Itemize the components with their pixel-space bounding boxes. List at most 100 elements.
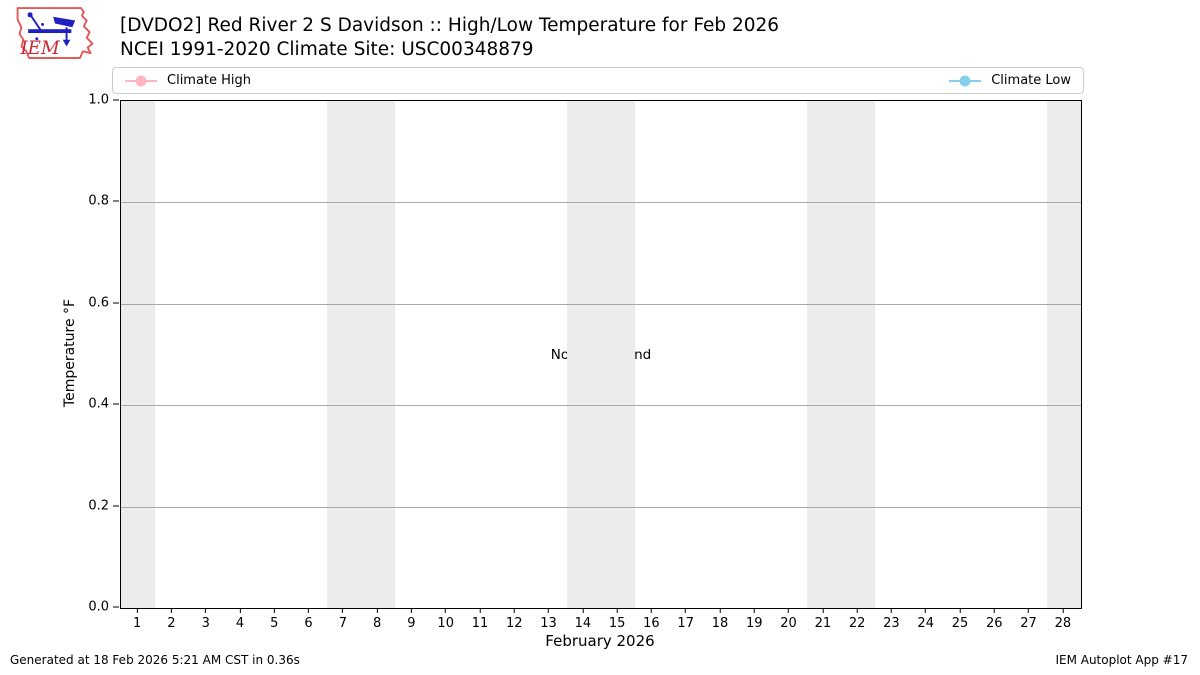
x-tick-label: 1	[133, 616, 142, 631]
x-tick: 16	[643, 608, 660, 631]
x-tick: 22	[848, 608, 866, 631]
weekend-shading-band	[121, 101, 156, 608]
y-tick-mark-icon	[113, 403, 119, 405]
y-axis: 0.0 0.2 0.4 0.6 0.8 1.0	[0, 93, 119, 615]
x-tick-mark-icon	[205, 608, 207, 613]
x-tick-mark-icon	[788, 608, 790, 613]
x-tick-mark-icon	[513, 608, 515, 613]
x-tick-label: 15	[608, 616, 626, 631]
x-tick-mark-icon	[890, 608, 892, 613]
x-tick-mark-icon	[753, 608, 755, 613]
plot-area: No Data Found	[120, 100, 1082, 609]
x-tick: 21	[814, 608, 832, 631]
x-tick: 8	[373, 608, 381, 631]
weekend-shading-band	[326, 101, 396, 608]
x-tick-mark-icon	[376, 608, 378, 613]
x-tick-mark-icon	[822, 608, 824, 613]
y-axis-title: Temperature °F	[62, 298, 78, 408]
x-tick: 13	[540, 608, 557, 631]
y-gridline	[121, 202, 1081, 204]
x-tick-label: 22	[848, 616, 866, 631]
x-tick-mark-icon	[1062, 608, 1064, 613]
x-tick: 24	[917, 608, 934, 631]
x-tick: 23	[883, 608, 900, 631]
y-tick-label: 0.4	[88, 396, 109, 412]
x-tick-label: 7	[338, 616, 347, 631]
iowa-state-outline-icon: IEM	[16, 7, 94, 59]
x-tick: 17	[677, 608, 694, 631]
x-tick: 2	[167, 608, 176, 631]
x-tick-label: 3	[201, 616, 210, 631]
y-tick-label: 0.2	[88, 498, 109, 514]
y-gridline	[121, 506, 1081, 508]
x-tick-mark-icon	[685, 608, 687, 613]
y-tick: 0.2	[88, 498, 119, 513]
x-tick-label: 10	[437, 616, 454, 631]
x-tick-mark-icon	[616, 608, 618, 613]
weekend-shading-band	[1046, 101, 1081, 608]
x-tick-label: 13	[540, 616, 557, 631]
x-tick: 27	[1020, 608, 1037, 631]
y-tick: 0.8	[88, 194, 119, 209]
x-tick-mark-icon	[959, 608, 961, 613]
x-tick-label: 26	[986, 616, 1003, 631]
x-tick-label: 19	[746, 616, 763, 631]
y-tick-label: 0.6	[88, 295, 109, 311]
y-tick-mark-icon	[113, 99, 119, 101]
x-axis: 1 2 3 4 5 6 7 8 9 10 11 12 13 14 15 16 17 18 19 20 21 22 23 24 2…	[120, 608, 1080, 638]
x-tick-mark-icon	[479, 608, 481, 613]
x-tick-label: 25	[951, 616, 969, 631]
x-tick-label: 8	[373, 616, 382, 631]
x-tick-label: 24	[917, 616, 934, 631]
x-tick: 6	[304, 608, 313, 631]
x-tick-mark-icon	[445, 608, 447, 613]
x-tick-mark-icon	[925, 608, 927, 613]
iem-logo-text: IEM	[19, 38, 61, 59]
y-gridline	[121, 405, 1081, 407]
y-tick: 0.0	[88, 600, 119, 615]
y-tick: 1.0	[88, 93, 119, 108]
climate-high-line-marker-icon	[125, 75, 157, 86]
y-tick: 0.4	[88, 397, 119, 412]
y-tick-label: 1.0	[88, 92, 109, 108]
x-tick-mark-icon	[170, 608, 172, 613]
y-tick-mark-icon	[113, 505, 119, 507]
legend-label-climate-low: Climate Low	[991, 73, 1071, 88]
y-tick-label: 0.0	[88, 599, 109, 615]
legend-item-climate-low: Climate Low	[949, 73, 1071, 88]
legend: Climate High Climate Low	[112, 67, 1084, 94]
chart-title: [DVDO2] Red River 2 S Davidson :: High/L…	[120, 15, 780, 36]
x-tick-label: 16	[643, 616, 660, 631]
x-tick-label: 21	[814, 616, 832, 631]
x-tick: 10	[437, 608, 454, 631]
x-tick-label: 18	[711, 616, 729, 631]
legend-label-climate-high: Climate High	[167, 73, 252, 88]
x-tick-mark-icon	[856, 608, 858, 613]
x-tick: 11	[472, 608, 488, 631]
x-tick-mark-icon	[582, 608, 584, 613]
weather-vane-icon	[27, 12, 76, 47]
x-tick-mark-icon	[650, 608, 652, 613]
x-tick: 14	[574, 608, 592, 631]
x-tick-mark-icon	[273, 608, 275, 613]
x-tick: 12	[506, 608, 523, 631]
x-tick-mark-icon	[993, 608, 995, 613]
y-tick: 0.6	[88, 295, 119, 310]
legend-item-climate-high: Climate High	[125, 73, 251, 88]
x-tick: 18	[711, 608, 729, 631]
x-tick: 26	[986, 608, 1003, 631]
iem-logo: IEM	[8, 3, 104, 65]
y-tick-label: 0.8	[88, 193, 109, 209]
x-tick-label: 14	[574, 616, 592, 631]
x-tick-label: 20	[780, 616, 797, 631]
x-tick: 20	[780, 608, 797, 631]
x-tick: 7	[339, 608, 347, 631]
chart-subtitle: NCEI 1991-2020 Climate Site: USC00348879	[120, 39, 534, 60]
x-tick-mark-icon	[342, 608, 344, 613]
x-tick-label: 28	[1054, 616, 1072, 631]
y-tick-mark-icon	[113, 200, 119, 202]
x-tick-mark-icon	[410, 608, 412, 613]
x-tick-label: 23	[883, 616, 900, 631]
x-tick-label: 5	[270, 616, 279, 631]
